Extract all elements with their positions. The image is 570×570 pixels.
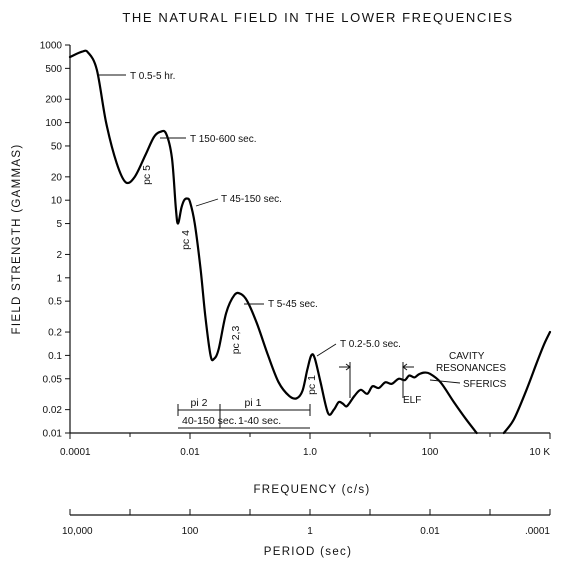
- y-tick-label-1000: 1000: [40, 41, 63, 52]
- y-tick-label-0-02: 0.02: [43, 405, 63, 416]
- annotation-elf: ELF: [403, 395, 421, 406]
- x-tick-label-1-0: 1.0: [303, 447, 317, 458]
- annotation-t-45: T 45-150 sec.: [221, 194, 282, 205]
- annotation-cavity: CAVITY: [449, 351, 485, 362]
- annotation-sferics: SFERICS: [463, 379, 507, 390]
- x-axis-label: FREQUENCY (c/s): [253, 484, 370, 496]
- leader-t-45: [195, 198, 219, 207]
- chart-title: THE NATURAL FIELD IN THE LOWER FREQUENCI…: [122, 10, 513, 25]
- label-pc23: pc 2,3: [230, 326, 242, 355]
- y-tick-label-0-01: 0.01: [43, 429, 63, 440]
- y-tick-label-0-1: 0.1: [48, 351, 62, 362]
- y-tick-label-100: 100: [45, 118, 62, 129]
- annotation-t-5: T 5-45 sec.: [268, 299, 318, 310]
- label-pi2: pi 2: [191, 397, 208, 409]
- y-tick-label-5: 5: [56, 219, 62, 230]
- period-tick-label-0-01: 0.01: [420, 526, 440, 537]
- annotation-t-150: T 150-600 sec.: [190, 134, 257, 145]
- plot-area: [69, 45, 550, 434]
- annotation-t-hr: T 0.5-5 hr.: [130, 71, 175, 82]
- period-tick-label-1: 1: [307, 526, 313, 537]
- annotation-leaders: [98, 74, 461, 398]
- y-tick-label-1: 1: [56, 273, 62, 284]
- leader-sferics: [429, 379, 461, 384]
- x-tick-label-10-k: 10 K: [529, 447, 550, 458]
- y-axis-label: FIELD STRENGTH (GAMMAS): [11, 144, 23, 335]
- label-pc4: pc 4: [180, 230, 192, 250]
- y-tick-label-500: 500: [45, 64, 62, 75]
- series-line-2: [502, 330, 552, 435]
- y-tick-label-20: 20: [51, 172, 63, 183]
- x-tick-label-0-01: 0.01: [180, 447, 200, 458]
- period-axis-ticks: 10,000 100 1 0.01 .0001: [62, 509, 551, 537]
- y-tick-label-200: 200: [45, 95, 62, 106]
- y-tick-label-2: 2: [56, 250, 62, 261]
- label-pc1: pc 1: [306, 375, 318, 395]
- y-tick-label-10: 10: [51, 196, 63, 207]
- annotation-resonances: RESONANCES: [436, 363, 506, 374]
- annotations: T 0.5-5 hr. T 150-600 sec. T 45-150 sec.…: [130, 71, 507, 427]
- label-40-150: 40-150 sec.: [182, 415, 237, 427]
- annotation-t-02: T 0.2-5.0 sec.: [340, 339, 401, 350]
- x-tick-label-100: 100: [422, 447, 439, 458]
- y-tick-label-0-5: 0.5: [48, 297, 62, 308]
- period-axis: 10,000 100 1 0.01 .0001 PERIOD (sec): [62, 509, 551, 558]
- y-tick-label-0-2: 0.2: [48, 328, 62, 339]
- y-axis-ticks: 1000 500 200 100 50 20 10 5 2 1 0.5 0.2 0.1 0.05 0.02 0…: [40, 41, 70, 440]
- y-tick-label-0-05: 0.05: [43, 374, 63, 385]
- marker-left-arrow: [339, 363, 351, 371]
- leader-t-02: [316, 343, 337, 357]
- series-layer: [68, 49, 552, 435]
- x-tick-label-0-0001: 0.0001: [60, 447, 91, 458]
- series-line-1: [68, 49, 478, 435]
- label-pc5: pc 5: [141, 165, 153, 185]
- y-tick-label-50: 50: [51, 141, 63, 152]
- marker-right-arrow: [402, 363, 414, 371]
- label-pi1: pi 1: [245, 397, 262, 409]
- band-brackets: [177, 404, 311, 429]
- period-tick-label-10-000: 10,000: [62, 526, 93, 537]
- period-tick-label-100: 100: [182, 526, 199, 537]
- label-1-40: 1-40 sec.: [238, 415, 281, 427]
- period-tick-label-0001: .0001: [525, 526, 550, 537]
- period-axis-label: PERIOD (sec): [264, 546, 352, 558]
- x-axis-ticks: 0.0001 0.01 1.0 100 10 K: [60, 433, 551, 458]
